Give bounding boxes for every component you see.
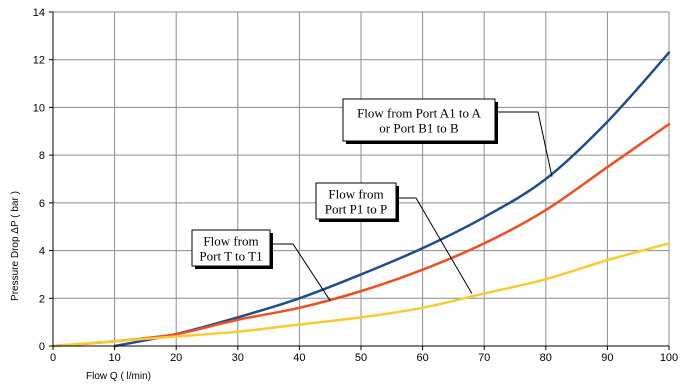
x-axis-label: Flow Q ( l/min) — [86, 371, 151, 382]
y-tick-label-14: 14 — [33, 7, 45, 19]
grid — [53, 11, 670, 346]
series-line-3 — [51, 242, 671, 348]
annotation-text-2-1: Flow from — [328, 187, 383, 202]
x-tick-label-100: 100 — [660, 352, 678, 364]
y-tick-label-12: 12 — [33, 55, 45, 67]
annotation-1: Flow from Port A1 to Aor Port B1 to B — [342, 98, 553, 177]
x-tick-label-70: 70 — [478, 352, 490, 364]
axes — [49, 11, 670, 350]
annotation-box-1 — [342, 98, 496, 142]
annotation-leader-3 — [270, 243, 331, 301]
y-tick-label-2: 2 — [39, 293, 45, 305]
annotation-text-3-1: Flow from — [203, 234, 258, 249]
annotation-text-1-1: Flow from Port A1 to A — [357, 106, 481, 121]
annotation-box-2 — [315, 182, 397, 220]
x-tick-label-30: 30 — [232, 352, 244, 364]
annotation-leader-2 — [396, 197, 473, 294]
y-tick-label-6: 6 — [39, 198, 45, 210]
y-axis-label: Pressure Drop ΔP ( bar ) — [10, 191, 21, 301]
annotation-leader-1 — [495, 111, 553, 177]
y-tick-label-0: 0 — [39, 341, 45, 353]
x-tick-label-20: 20 — [170, 352, 182, 364]
y-tick-label-10: 10 — [33, 102, 45, 114]
annotation-text-3-2: Port T to T1 — [199, 249, 262, 264]
x-tick-label-40: 40 — [293, 352, 305, 364]
annotation-text-1-2: or Port B1 to B — [379, 121, 459, 136]
x-tick-label-50: 50 — [355, 352, 367, 364]
x-tick-label-60: 60 — [416, 352, 428, 364]
y-tick-label-4: 4 — [39, 246, 45, 258]
tick-labels: 0 10 20 30 40 50 60 70 80 90 100 0 2 4 6 8 10 12 14 — [33, 7, 678, 364]
series-group — [51, 51, 671, 348]
x-tick-label-0: 0 — [50, 352, 56, 364]
y-tick-label-8: 8 — [39, 150, 45, 162]
series-line-1 — [113, 51, 671, 348]
annotations: Flow from Port A1 to Aor Port B1 to BFlo… — [191, 98, 553, 301]
annotation-text-2-2: Port P1 to P — [325, 202, 388, 217]
annotation-box-3 — [191, 229, 271, 267]
series-line-2 — [51, 122, 671, 348]
x-tick-label-10: 10 — [108, 352, 120, 364]
x-tick-label-90: 90 — [601, 352, 613, 364]
x-tick-label-80: 80 — [540, 352, 552, 364]
